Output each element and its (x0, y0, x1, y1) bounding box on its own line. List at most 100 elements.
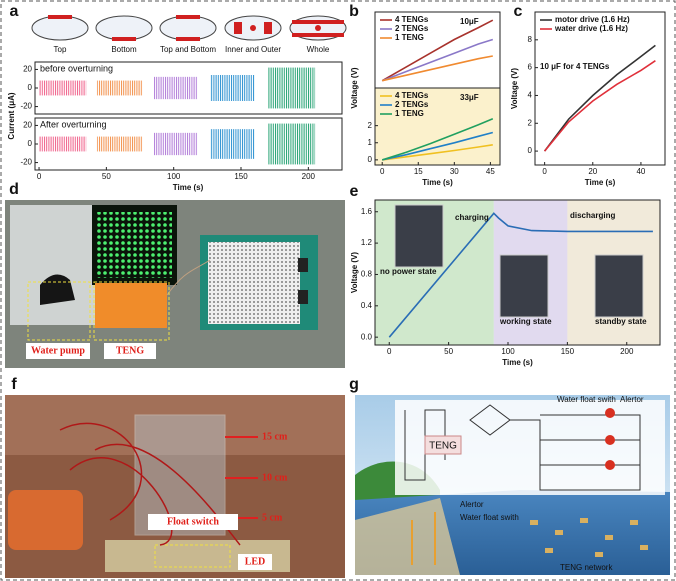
y-axis-label: Current (μA) (7, 92, 16, 139)
data-line (382, 144, 493, 161)
subplot-title: 33μF (460, 93, 479, 102)
data-line (381, 19, 494, 82)
legend-label: 1 TENG (395, 109, 424, 118)
y-axis-label: Voltage (V) (350, 252, 359, 294)
x-tick-label: 50 (102, 172, 111, 181)
y-tick-label: 1.6 (361, 207, 373, 216)
y-tick-label: 1.2 (361, 238, 373, 247)
data-line (381, 118, 494, 161)
y-axis-label: Voltage (V) (350, 67, 359, 109)
panel-label: a (10, 3, 19, 20)
icon-label: Top (54, 45, 67, 54)
y-tick-label: 0 (528, 146, 533, 155)
y-tick-label: 20 (23, 65, 32, 74)
current-trace (153, 76, 198, 100)
x-axis-label: Time (s) (502, 358, 533, 367)
annotation: working state (499, 317, 552, 326)
calculator-photo (394, 204, 444, 268)
y-tick-label: 8 (528, 35, 533, 44)
legend-label: 2 TENGs (395, 24, 429, 33)
x-tick-label: 20 (588, 167, 597, 176)
legend-label: 1 TENG (395, 33, 424, 42)
panel-label: e (350, 183, 359, 200)
y-tick-label: 0.0 (361, 332, 373, 341)
x-tick-label: 0 (37, 172, 42, 181)
y-tick-label: 0 (28, 139, 33, 148)
icon-label: Inner and Outer (225, 45, 281, 54)
x-tick-label: 50 (444, 347, 453, 356)
x-tick-label: 150 (561, 347, 575, 356)
x-tick-label: 15 (414, 167, 423, 176)
current-trace (267, 123, 316, 165)
icons-a (31, 15, 347, 41)
x-tick-label: 0 (387, 347, 392, 356)
icon-label: Top and Bottom (160, 45, 216, 54)
data-line (382, 131, 494, 161)
legend-label: 4 TENGs (395, 91, 429, 100)
y-tick-label: 0.4 (361, 301, 373, 310)
panel-label: f (11, 376, 17, 393)
current-trace (210, 129, 255, 159)
calculator-photo (499, 254, 549, 318)
icon-label: Whole (307, 45, 330, 54)
annotation: discharging (570, 211, 615, 220)
calculator-photo (594, 254, 644, 318)
panel-label: b (349, 3, 359, 20)
annotation: no power state (380, 267, 437, 276)
photo-label: LED (245, 556, 266, 567)
y-tick-label: 6 (528, 63, 533, 72)
x-axis-label: Time (s) (585, 178, 616, 187)
x-tick-label: 40 (636, 167, 645, 176)
subplot-title: 10μF (460, 17, 479, 26)
current-trace (39, 80, 87, 96)
current-trace (96, 136, 143, 152)
y-tick-label: -20 (20, 158, 32, 167)
diagram-label: Water float swith (460, 513, 519, 522)
legend-label: 4 TENGs (395, 15, 429, 24)
y-tick-label: 1 (368, 138, 373, 147)
x-tick-label: 100 (501, 347, 515, 356)
x-axis-label: Time (s) (422, 178, 453, 187)
y-tick-label: 20 (23, 121, 32, 130)
panel-label: c (514, 3, 523, 20)
plot-frame (534, 11, 666, 166)
data-line (543, 60, 656, 152)
diagram-label: TENG network (560, 563, 613, 572)
x-tick-label: 0 (542, 167, 547, 176)
diagram-label: Alertor (620, 395, 644, 404)
photo-label: 5 cm (262, 512, 283, 523)
data-line (382, 55, 493, 82)
diagram-g: TENG Water float swith Alertor Alertor W… (355, 395, 670, 575)
current-trace (96, 80, 143, 96)
y-tick-label: 0 (28, 83, 33, 92)
current-trace (210, 75, 255, 101)
current-trace (39, 136, 87, 152)
photo-label: 15 cm (262, 431, 288, 442)
x-tick-label: 150 (234, 172, 248, 181)
photo-label: Water pump (31, 345, 85, 356)
row-title: After overturning (40, 119, 107, 129)
x-axis-label: Time (s) (173, 183, 204, 192)
annotation: standby state (595, 317, 647, 326)
x-tick-label: 45 (486, 167, 495, 176)
photo-d: Water pump TENG (5, 200, 345, 368)
icon-label: Bottom (111, 45, 137, 54)
diagram-label: Water float swith (557, 395, 616, 404)
y-axis-label: Voltage (V) (510, 68, 519, 110)
x-tick-label: 200 (620, 347, 634, 356)
panel-label: d (9, 181, 19, 198)
panel-label: g (349, 376, 359, 393)
y-tick-label: 0 (368, 155, 373, 164)
row-title: before overturning (40, 63, 113, 73)
data-line (381, 38, 494, 82)
y-tick-label: 2 (368, 121, 373, 130)
plot-frame (374, 199, 661, 346)
x-tick-label: 200 (302, 172, 316, 181)
current-trace (153, 132, 198, 156)
current-trace (267, 67, 316, 109)
photo-label: Float switch (167, 516, 219, 527)
photo-f: 15 cm 10 cm 5 cm Float switch LED (5, 395, 345, 578)
y-tick-label: 2 (528, 118, 533, 127)
